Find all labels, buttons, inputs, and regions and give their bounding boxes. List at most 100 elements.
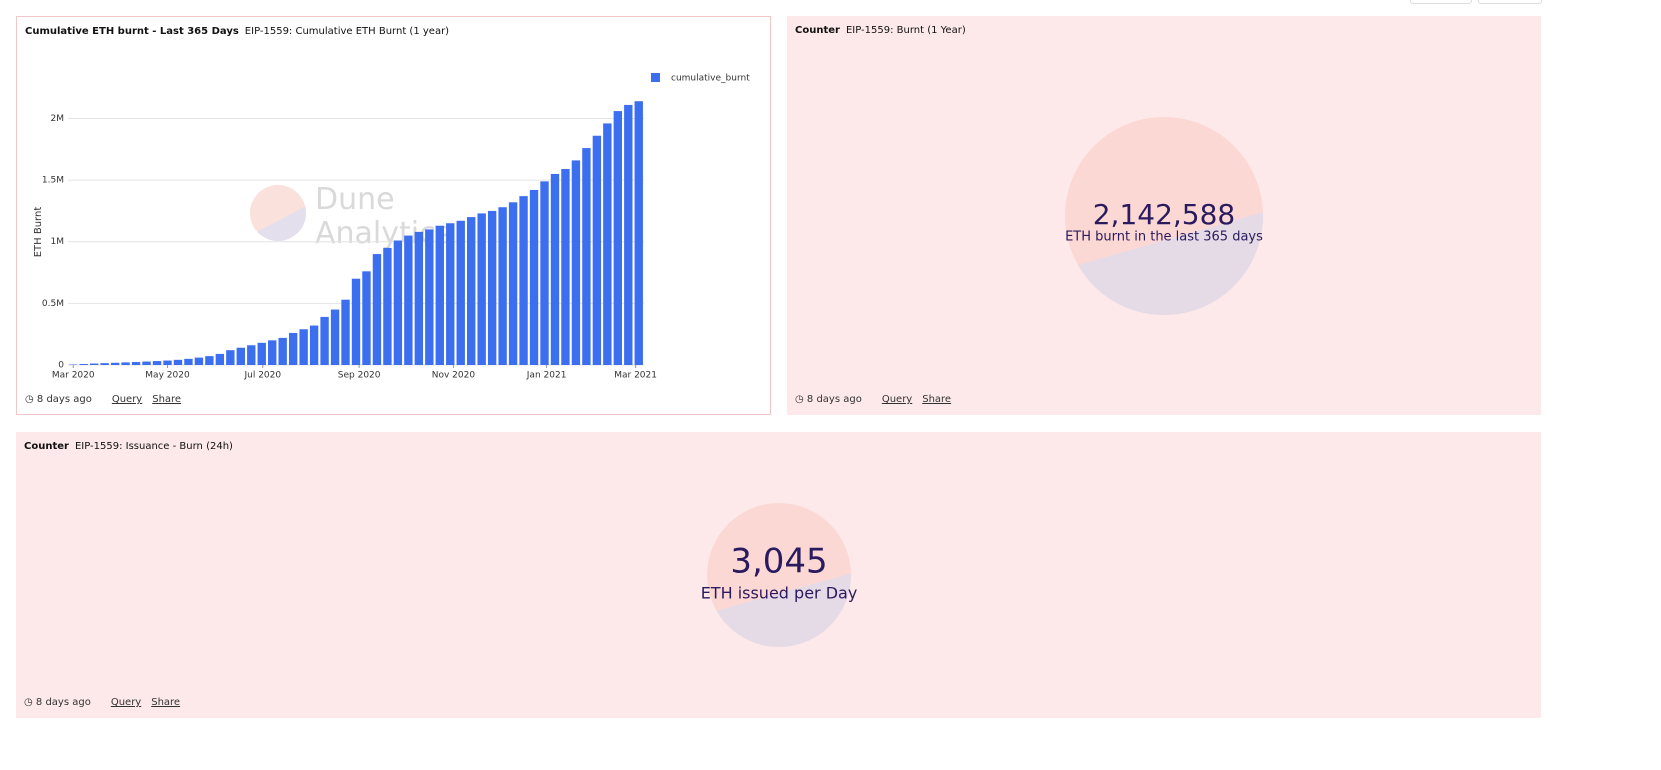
- bar: [456, 220, 465, 365]
- panel-kind: Counter: [24, 441, 69, 452]
- legend-swatch: [651, 73, 660, 82]
- bar: [320, 316, 329, 365]
- panel-header: Counter EIP-1559: Issuance - Burn (24h): [24, 441, 233, 452]
- bar: [152, 361, 162, 365]
- bar: [414, 231, 424, 365]
- panel-kind: Counter: [795, 25, 840, 36]
- updated-time-text: 8 days ago: [35, 697, 91, 708]
- bar: [257, 342, 266, 365]
- top-button[interactable]: [1410, 0, 1472, 4]
- x-tick-label: Mar 2020: [52, 371, 95, 381]
- updated-time: ◷ 8 days ago: [24, 697, 91, 708]
- counter-panel: Counter EIP-1559: Issuance - Burn (24h) 3…: [16, 432, 1541, 718]
- bar: [613, 111, 623, 366]
- bar: [173, 359, 183, 365]
- panel-header: Cumulative ETH burnt - Last 365 Days EIP-…: [25, 26, 449, 37]
- query-link[interactable]: Query: [111, 394, 143, 405]
- bar: [330, 309, 340, 365]
- watermark-text: Dune: [315, 182, 395, 217]
- counter-panel: Counter EIP-1559: Burnt (1 Year) 2,142,58…: [787, 16, 1541, 415]
- y-tick-label: 1M: [51, 237, 65, 247]
- y-tick-label: 0: [58, 361, 64, 371]
- bar: [425, 229, 434, 365]
- bar: [121, 362, 130, 365]
- panel-kind: Cumulative ETH burnt - Last 365 Days: [25, 26, 239, 37]
- x-tick-label: Jan 2021: [526, 371, 567, 381]
- panel-header: Counter EIP-1559: Burnt (1 Year): [795, 25, 966, 36]
- y-axis-label: ETH Burnt: [33, 207, 44, 258]
- panel-title: EIP-1559: Issuance - Burn (24h): [74, 441, 233, 452]
- bar: [205, 356, 214, 365]
- bar: [372, 254, 382, 365]
- bar: [236, 347, 245, 365]
- share-link[interactable]: Share: [151, 697, 181, 708]
- counter-label: ETH burnt in the last 365 days: [1065, 230, 1263, 245]
- query-link[interactable]: Query: [110, 697, 142, 708]
- bar: [362, 271, 371, 365]
- panel-title: EIP-1559: Burnt (1 Year): [845, 25, 966, 36]
- bar: [226, 350, 235, 365]
- updated-time: ◷ 8 days ago: [25, 394, 92, 405]
- y-tick-label: 1.5M: [42, 176, 64, 186]
- bar: [299, 329, 308, 365]
- bar: [603, 123, 612, 365]
- bar: [467, 217, 476, 365]
- panel-footer: ◷ 8 days ago Query Share: [25, 394, 191, 405]
- x-tick-label: May 2020: [145, 371, 190, 381]
- bar: [529, 189, 539, 365]
- counter-value: 2,142,588: [1093, 198, 1236, 231]
- updated-time-text: 8 days ago: [36, 394, 92, 405]
- x-tick-label: Mar 2021: [614, 371, 657, 381]
- y-tick-label: 0.5M: [42, 299, 64, 309]
- bar: [341, 299, 350, 365]
- x-tick-label: Jul 2020: [243, 371, 281, 381]
- legend-label: cumulative_burnt: [671, 74, 750, 84]
- bar: [110, 362, 120, 365]
- bar: [278, 337, 287, 365]
- x-tick-label: Nov 2020: [432, 371, 476, 381]
- panel-title: EIP-1559: Cumulative ETH Burnt (1 year): [244, 26, 450, 37]
- counter-logo: [1065, 211, 1263, 315]
- bar: [404, 235, 413, 365]
- bar: [131, 362, 141, 365]
- bar: [393, 240, 403, 365]
- y-tick-label: 2M: [51, 114, 65, 124]
- bar: [561, 169, 570, 365]
- bar: [163, 360, 172, 365]
- updated-time: ◷ 8 days ago: [795, 394, 862, 405]
- query-link[interactable]: Query: [881, 394, 913, 405]
- bar: [446, 223, 455, 365]
- share-link[interactable]: Share: [922, 394, 952, 405]
- bar: [89, 363, 99, 365]
- bar: [582, 148, 591, 365]
- chart-panel: Cumulative ETH burnt - Last 365 Days EIP-…: [16, 16, 771, 415]
- bar: [100, 363, 109, 365]
- bar: [215, 353, 225, 365]
- bar: [309, 325, 319, 365]
- bar: [498, 207, 507, 365]
- bar: [79, 364, 88, 365]
- counter: 2,142,588 ETH burnt in the last 365 days: [1065, 117, 1263, 315]
- counter-value: 3,045: [730, 542, 827, 582]
- bar: [592, 135, 602, 365]
- bar: [550, 173, 560, 365]
- top-button[interactable]: [1478, 0, 1542, 4]
- bar: [142, 361, 151, 365]
- bar: [571, 160, 581, 365]
- counter-label: ETH issued per Day: [701, 584, 858, 603]
- bar: [487, 210, 497, 365]
- bar: [194, 357, 204, 365]
- bar: [435, 225, 444, 365]
- bar: [540, 181, 549, 365]
- panel-footer: ◷ 8 days ago Query Share: [24, 697, 190, 708]
- bar: [383, 247, 392, 365]
- bar: [624, 104, 633, 365]
- share-link[interactable]: Share: [152, 394, 182, 405]
- bar: [508, 202, 518, 365]
- bar: [184, 358, 193, 365]
- updated-time-text: 8 days ago: [806, 394, 862, 405]
- bar: [351, 278, 361, 365]
- bar: [268, 340, 277, 365]
